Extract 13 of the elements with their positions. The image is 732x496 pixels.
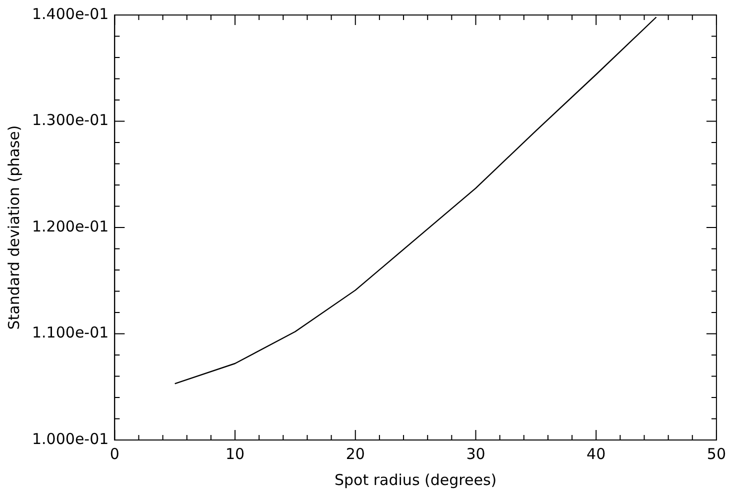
x-tick-label: 30 — [466, 444, 486, 463]
x-tick-label: 20 — [346, 444, 365, 463]
y-tick-label: 1.100e-01 — [32, 324, 109, 342]
y-axis-title: Standard deviation (phase) — [4, 125, 23, 330]
x-axis-title: Spot radius (degrees) — [334, 470, 497, 489]
y-tick-label: 1.200e-01 — [32, 217, 109, 236]
x-tick-label: 10 — [225, 444, 245, 463]
y-tick-label: 1.400e-01 — [32, 4, 109, 23]
x-tick-label: 0 — [110, 444, 120, 463]
x-tick-label: 50 — [706, 444, 726, 463]
y-tick-label: 1.000e-01 — [32, 430, 109, 448]
y-tick-label: 1.300e-01 — [32, 111, 109, 130]
x-tick-label: 40 — [586, 444, 606, 463]
